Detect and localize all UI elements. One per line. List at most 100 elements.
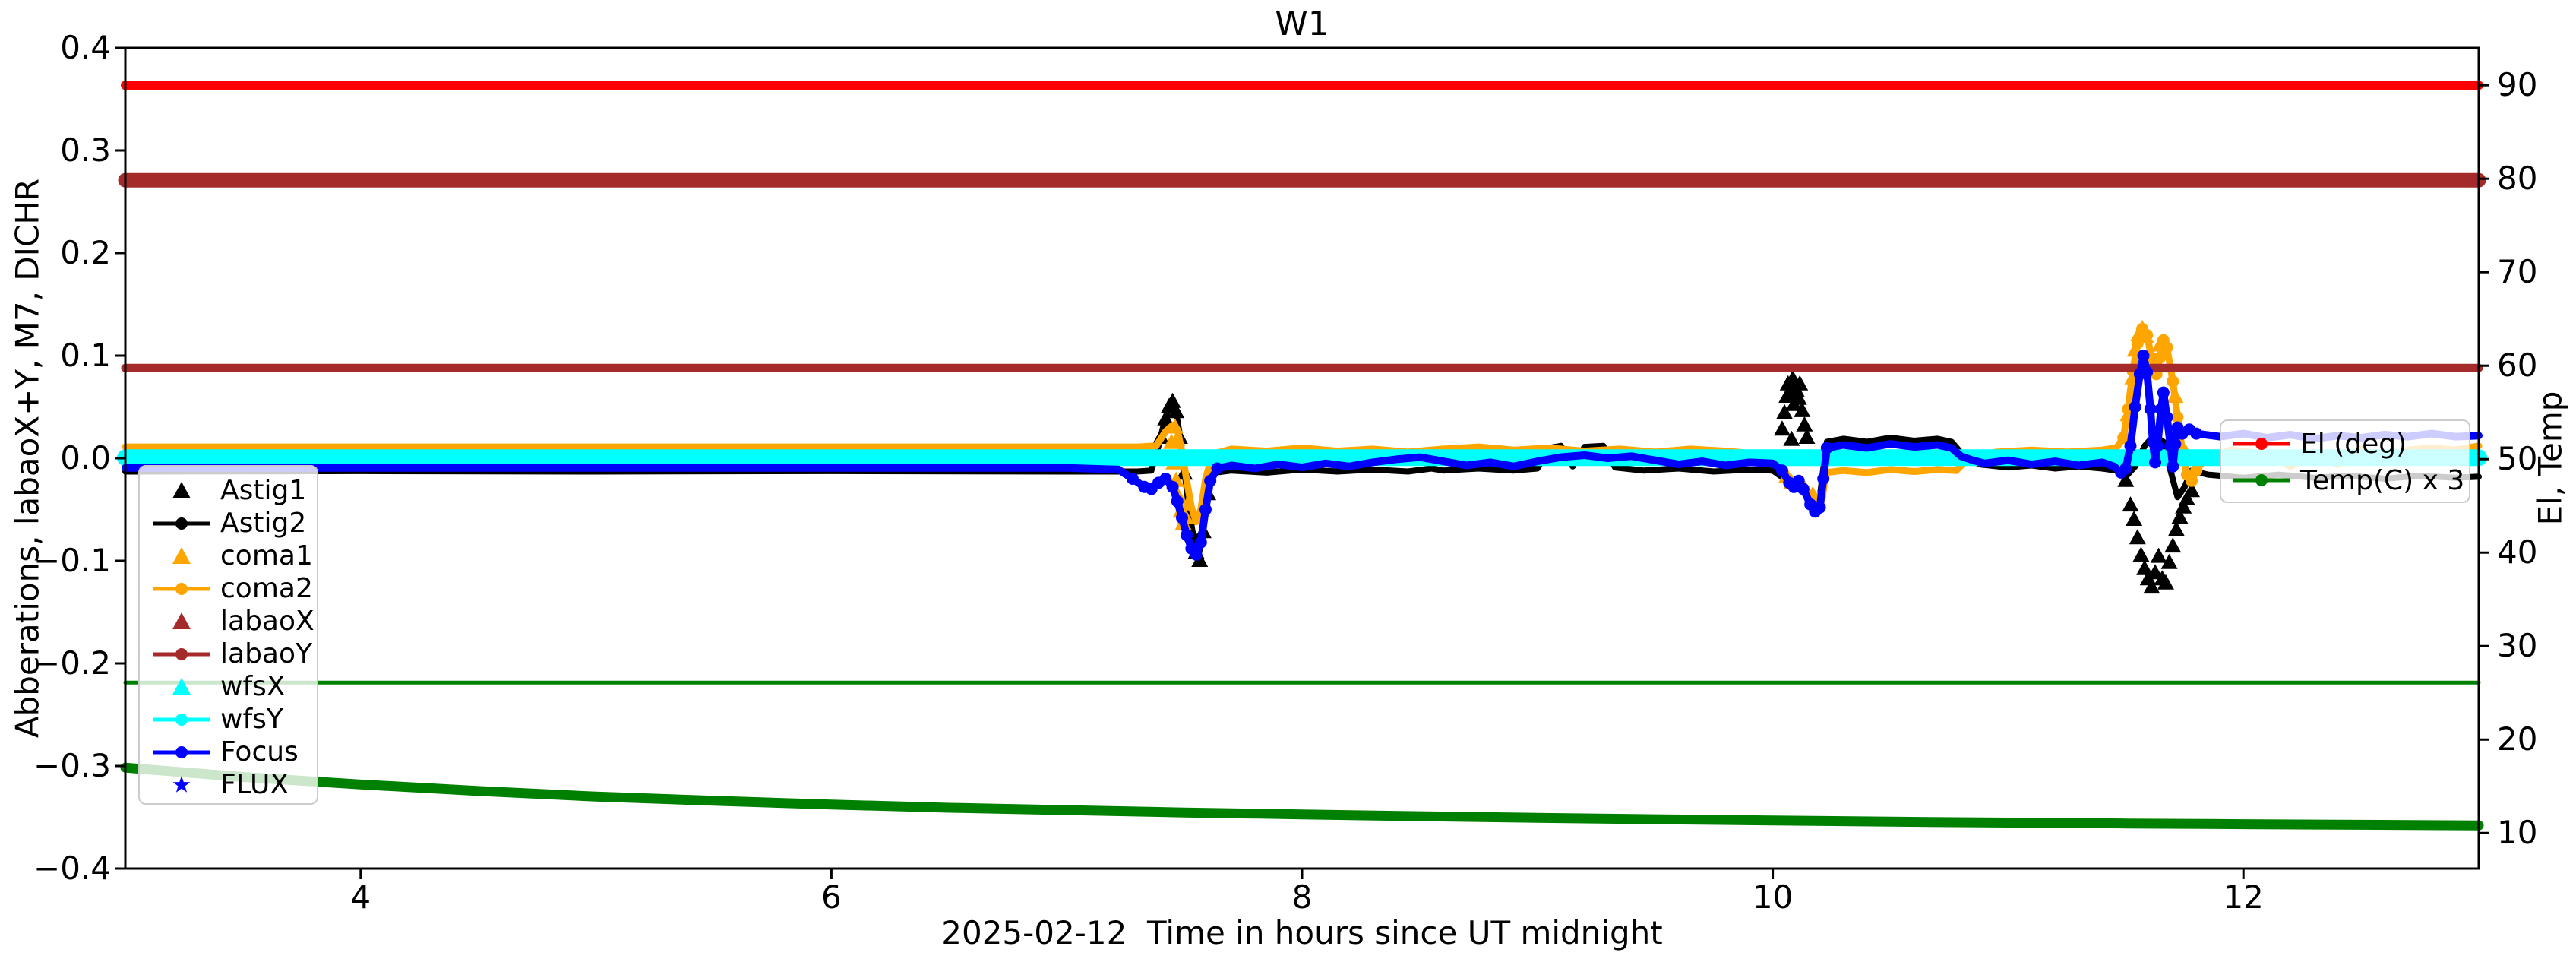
series-astig1-marker — [2157, 574, 2174, 590]
series-focus-marker — [2151, 439, 2164, 452]
series-focus-marker — [2149, 456, 2162, 469]
series-focus-marker — [2157, 386, 2170, 399]
series-astig1-marker — [2129, 529, 2146, 545]
y-tick-label-left: 0.4 — [60, 29, 111, 66]
legend-label: FLUX — [220, 769, 289, 800]
y-tick-label-left: 0.1 — [60, 337, 111, 374]
series-astig1-marker — [1798, 429, 1816, 444]
series-coma2-marker — [2171, 411, 2184, 423]
series-focus-marker — [2137, 350, 2150, 362]
triangle-marker-icon — [172, 677, 191, 695]
series-focus-marker — [1171, 495, 1184, 508]
series-temp-c-x-3 — [120, 762, 2484, 831]
legend-entry-temp-c-x-3: Temp(C) x 3 — [2229, 462, 2469, 498]
line-dot-marker-icon — [153, 713, 210, 726]
series-focus-marker — [1159, 473, 1172, 485]
legend-marker — [149, 706, 214, 733]
series-astig1-marker — [1796, 416, 1813, 432]
legend-label: Astig2 — [220, 508, 307, 539]
y-tick-label-left: −0.1 — [33, 542, 111, 579]
legend-marker — [149, 771, 214, 799]
legend-marker — [2229, 430, 2294, 457]
legend-label: coma1 — [220, 540, 313, 571]
series-focus-marker — [1817, 473, 1830, 485]
legend-entry-astig2: Astig2 — [149, 507, 317, 540]
series-coma2 — [122, 325, 2483, 526]
series-focus-marker — [2141, 366, 2154, 378]
legend-label: Temp(C) x 3 — [2300, 464, 2465, 496]
series-coma2-marker — [2190, 464, 2203, 477]
y-tick-label-left: 0.2 — [60, 234, 111, 271]
series-astig1-marker — [2132, 546, 2150, 562]
star-marker-icon — [172, 775, 191, 793]
plot-title: W1 — [1275, 5, 1329, 43]
line-dot-marker-icon — [153, 647, 210, 660]
series-focus-marker — [1211, 462, 1224, 475]
series-focus-marker — [2129, 400, 2141, 413]
x-tick-label: 8 — [1291, 878, 1313, 916]
series-focus-marker — [1813, 501, 1826, 514]
series-astig1-marker — [2164, 537, 2182, 553]
y-tick-label-right: 10 — [2497, 814, 2538, 852]
legend-entry-flux: FLUX — [149, 768, 317, 801]
y-tick-label-right: 90 — [2497, 66, 2538, 104]
y-tick-label-left: 0.3 — [60, 131, 111, 169]
series-focus-marker — [2144, 403, 2157, 416]
x-tick-label: 10 — [1752, 878, 1794, 916]
line-dot-marker-icon — [153, 582, 210, 595]
line-dot-marker-icon — [153, 517, 210, 530]
series-focus-marker — [2124, 439, 2137, 452]
series-focus-marker — [2160, 411, 2173, 423]
legend-label: coma2 — [220, 573, 313, 604]
series-astig1-marker — [2178, 490, 2195, 505]
legend-label: labaoX — [220, 606, 314, 637]
legend-entry-labaoy: labaoY — [149, 638, 317, 670]
legend-marker — [149, 641, 214, 668]
series-astig1-marker — [2160, 553, 2178, 569]
series-focus-marker — [1820, 442, 1833, 454]
legend-label: El (deg) — [2300, 428, 2407, 460]
legend-marker — [149, 543, 214, 570]
series-focus-marker — [1181, 529, 1193, 542]
legend-label: Focus — [220, 736, 299, 768]
series-coma2-marker — [2186, 474, 2198, 487]
y-tick-label-left: 0.0 — [60, 439, 111, 476]
legend-label: wfsX — [220, 671, 286, 702]
legend-series: Astig1 Astig2 coma1 coma2 labaoX labaoY wfsX wf… — [138, 465, 318, 805]
series-focus-marker — [1190, 548, 1203, 561]
x-axis-label: 2025-02-12 Time in hours since UT midnig… — [941, 914, 1663, 951]
series-astig1-marker — [1773, 420, 1791, 436]
series-focus-marker — [2167, 460, 2179, 473]
legend-label: labaoY — [220, 638, 312, 669]
y-tick-label-right: 50 — [2497, 440, 2538, 478]
legend-entry-coma1: coma1 — [149, 540, 317, 572]
series-focus-marker — [1199, 503, 1212, 516]
series-focus-marker — [2169, 438, 2182, 451]
series-focus-marker — [1176, 511, 1189, 524]
series-astig1-marker — [2175, 498, 2192, 514]
series-coma2-marker — [2160, 341, 2173, 354]
series-coma2-marker — [2141, 329, 2154, 341]
legend-marker — [2229, 467, 2294, 494]
legend-marker — [149, 477, 214, 505]
legend-entry-coma2: coma2 — [149, 572, 317, 605]
series-astig1-marker — [2167, 521, 2185, 536]
legend-marker — [149, 510, 214, 537]
series-focus-marker — [1126, 473, 1139, 485]
series-focus-marker — [2119, 462, 2132, 475]
series-astig1-marker — [2150, 547, 2167, 563]
series-coma2-marker — [2154, 351, 2167, 364]
series-coma2-marker — [2167, 375, 2179, 388]
series-focus-marker — [1194, 536, 1207, 549]
triangle-marker-icon — [172, 612, 191, 629]
legend-marker — [149, 739, 214, 766]
x-tick-label: 12 — [2223, 878, 2264, 916]
y-tick-label-left: −0.4 — [33, 850, 111, 887]
series-astig1-marker — [2171, 508, 2189, 524]
legend-entry-wfsy: wfsY — [149, 703, 317, 736]
series-focus-marker — [1166, 480, 1179, 493]
legend-entry-focus: Focus — [149, 736, 317, 768]
y-tick-label-right: 60 — [2497, 347, 2538, 385]
y-tick-label-left: −0.2 — [33, 644, 111, 682]
